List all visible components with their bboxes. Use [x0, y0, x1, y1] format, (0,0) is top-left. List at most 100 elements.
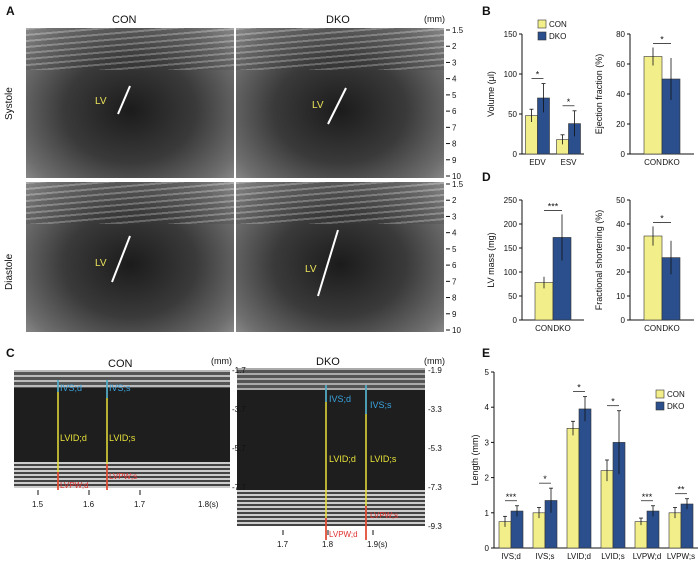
arrow-dko-diastole: [317, 229, 339, 297]
depth-tick-label: 8: [452, 140, 457, 149]
y-tick-label: 0: [513, 150, 518, 159]
significance-label: *: [536, 70, 540, 80]
x-tick-label: LVID;s: [601, 552, 624, 561]
x-tick-label: EDV: [529, 158, 546, 167]
depth-tick-label: 6: [452, 261, 457, 270]
mmode-image-con: [14, 370, 230, 488]
label-lvids-con: LVID;s: [109, 433, 136, 443]
label-lvidd-dko: LVID;d: [329, 454, 356, 464]
mmode-con-time-label: 1.7: [134, 500, 146, 509]
label-lvids-dko: LVID;s: [370, 454, 397, 464]
y-tick-label: 0: [621, 316, 626, 325]
significance-label: *: [577, 383, 581, 393]
y-tick-label: 50: [508, 110, 517, 119]
bar-con: [668, 512, 682, 549]
x-tick-label: IVS;d: [501, 552, 521, 561]
y-tick-label: 0: [621, 150, 626, 159]
mmode-con-title: CON: [108, 358, 133, 370]
depth-tick-label: 3: [452, 212, 457, 221]
bar-con: [643, 56, 663, 155]
mmode-dko-depth-label: -9.3: [428, 522, 442, 531]
y-axis-label: Length (mm): [470, 434, 480, 485]
echo-image-con-diastole: [26, 182, 234, 332]
mmode-dko-depth-label: -1.9: [428, 366, 442, 375]
y-tick-label: 30: [616, 244, 625, 253]
y-axis-label: LV mass (mg): [486, 232, 496, 287]
depth-tick-label: 9: [452, 156, 457, 165]
significance-label: *: [660, 35, 664, 45]
significance-label: ***: [642, 492, 653, 502]
panel-label-e: E: [482, 346, 491, 360]
depth-tick-label: 8: [452, 294, 457, 303]
mmode-dko-depth-label: -3.3: [428, 405, 442, 414]
lv-label-2: LV: [312, 100, 324, 111]
depth-tick-label: 2: [452, 42, 457, 51]
depth-axis-bottom: 1.5 2 3 4 5 6 7 8 9 10: [446, 180, 464, 335]
y-tick-label: 2: [485, 474, 490, 483]
y-tick-label: 4: [485, 403, 490, 412]
mmode-dko-title: DKO: [316, 356, 340, 368]
legend-label: CON: [549, 20, 567, 29]
x-tick-label: ESV: [560, 158, 577, 167]
bar-dko: [578, 408, 592, 549]
y-tick-label: 40: [616, 90, 625, 99]
label-ivsd-dko: IVS;d: [329, 394, 351, 404]
chart-fractional-shortening: 0 10 20 30 40 50 Fractional shortening (%) CON D…: [594, 196, 694, 333]
label-lvpwd-dko: LVPW;d: [329, 530, 358, 539]
mmode-overlay: IVS;d IVS;s LVID;d LVID;s LVPW;d LVPW;s …: [32, 366, 442, 549]
label-ivss-con: IVS;s: [109, 383, 131, 393]
echo-dko-title: DKO: [326, 14, 350, 26]
x-tick-label: DKO: [662, 324, 679, 333]
mmode-con-depth-label: -3.7: [232, 405, 246, 414]
depth-tick-label: 3: [452, 58, 457, 67]
y-tick-label: 1: [485, 509, 490, 518]
mmode-con-unit: (mm): [211, 356, 232, 366]
depth-tick-label: 1.5: [452, 180, 464, 189]
panel-label-c: C: [6, 346, 15, 360]
significance-label: *: [611, 397, 615, 407]
mmode-con-time-label: 1.8(s): [198, 500, 219, 509]
x-tick-label: CON: [644, 158, 662, 167]
depth-tick-label: 10: [452, 172, 461, 181]
y-tick-label: 0: [485, 544, 490, 553]
lv-label-1: LV: [95, 96, 107, 107]
depth-tick-label: 6: [452, 107, 457, 116]
x-tick-label: LVPW;d: [633, 552, 662, 561]
depth-tick-label: 7: [452, 277, 457, 286]
chart-volume: 0 50 100 150 Volume (μl) * EDV * ESV CON DKO: [486, 19, 584, 167]
chart-length: 0 1 2 3 4 5 Length (mm) *** IVS;d * IVS;s * LVID;d * L…: [470, 368, 698, 561]
bar-dko: [646, 510, 660, 549]
legend-label: DKO: [667, 402, 684, 411]
depth-tick-label: 4: [452, 75, 457, 84]
significance-label: **: [677, 485, 685, 495]
x-tick-label: LVPW;s: [667, 552, 695, 561]
panel-label-d: D: [482, 170, 491, 184]
depth-tick-label: 10: [452, 326, 461, 335]
label-ivss-dko: IVS;s: [370, 400, 392, 410]
bar-con: [634, 521, 648, 549]
y-tick-label: 10: [616, 292, 625, 301]
depth-tick-label: 1.5: [452, 26, 464, 35]
mmode-dko-depth-label: -7.3: [428, 483, 442, 492]
depth-axis-top: 1.5 2 3 4 5 6 7 8 9 10: [446, 26, 464, 181]
mmode-dko-time-label: 1.8: [322, 540, 334, 549]
lv-label-4: LV: [305, 264, 317, 275]
x-tick-label: DKO: [553, 324, 570, 333]
label-lvpws-con: LVPW;s: [109, 472, 137, 481]
mmode-dko-depth-label: -5.3: [428, 444, 442, 453]
mmode-dko-time-label: 1.7: [277, 540, 289, 549]
mmode-axes: -1.7 -3.7 -5.7 -7.7 -1.9 -3.3 -5.3 -7.3 -9.3 1.5 1…: [32, 366, 442, 549]
bar-con: [643, 235, 663, 321]
y-tick-label: 3: [485, 438, 490, 447]
label-lvpws-dko: LVPW;s: [370, 511, 398, 520]
y-tick-label: 250: [504, 196, 518, 205]
y-axis-label: Fractional shortening (%): [594, 210, 604, 311]
legend-swatch: [537, 19, 547, 29]
depth-tick-label: 4: [452, 229, 457, 238]
echo-con-title: CON: [112, 14, 137, 26]
y-tick-label: 50: [508, 292, 517, 301]
x-tick-label: CON: [644, 324, 662, 333]
bar-con: [566, 428, 580, 549]
bar-con: [600, 470, 614, 549]
y-tick-label: 150: [504, 244, 518, 253]
